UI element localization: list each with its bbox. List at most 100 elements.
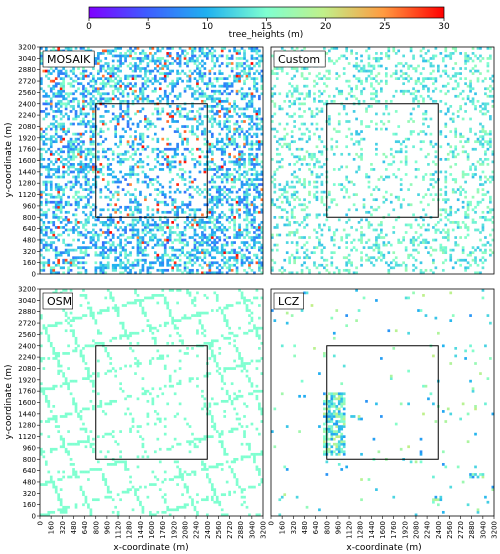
heatmap-cell <box>273 67 277 70</box>
heatmap-cell <box>84 221 88 224</box>
heatmap-cell <box>114 263 118 267</box>
heatmap-cell <box>225 110 229 113</box>
heatmap-cell <box>451 188 455 191</box>
heatmap-cell <box>389 147 393 151</box>
heatmap-cell <box>414 79 418 83</box>
heatmap-cell <box>121 271 125 275</box>
heatmap-cell <box>327 72 331 75</box>
heatmap-cell <box>345 49 349 53</box>
heatmap-cell <box>243 152 246 156</box>
heatmap-cell <box>67 155 70 159</box>
heatmap-cell <box>218 120 222 123</box>
heatmap-cell <box>404 263 408 267</box>
heatmap-cell <box>72 132 75 136</box>
heatmap-cell <box>332 238 336 242</box>
y-tick-label: 320 <box>23 248 36 256</box>
heatmap-cell <box>158 243 162 247</box>
heatmap-cell <box>350 89 353 93</box>
heatmap-cell <box>407 256 410 260</box>
heatmap-cell <box>419 130 423 133</box>
heatmap-cell <box>193 218 197 222</box>
heatmap-cell <box>206 47 209 50</box>
heatmap-cell <box>461 173 465 176</box>
heatmap-cell <box>454 261 458 265</box>
heatmap-cell <box>384 127 388 131</box>
heatmap-cell <box>394 64 398 68</box>
heatmap-cell <box>121 62 125 65</box>
heatmap-cell <box>54 271 58 275</box>
heatmap-cell <box>141 97 145 101</box>
heatmap-cell <box>57 147 61 151</box>
heatmap-cell <box>315 127 319 131</box>
heatmap-cell <box>149 72 152 75</box>
heatmap-cell <box>40 137 43 141</box>
heatmap-cell <box>82 122 85 126</box>
heatmap-cell <box>139 59 142 63</box>
heatmap-cell <box>111 157 115 161</box>
heatmap-cell <box>464 266 467 270</box>
heatmap-cell <box>109 147 113 151</box>
heatmap-cell <box>77 87 80 91</box>
heatmap-cell <box>89 210 93 214</box>
heatmap-cell <box>106 110 110 113</box>
heatmap-cell <box>253 47 256 50</box>
heatmap-cell <box>323 47 326 50</box>
heatmap-cell <box>362 246 366 249</box>
heatmap-cell <box>399 150 403 154</box>
heatmap-cell <box>288 271 292 275</box>
heatmap-cell <box>258 64 261 68</box>
heatmap-cell <box>198 69 202 73</box>
heatmap-cell <box>441 261 445 265</box>
heatmap-cell <box>235 208 239 212</box>
heatmap-cell <box>191 117 194 121</box>
heatmap-cell <box>409 64 413 68</box>
heatmap-cell <box>255 115 259 118</box>
heatmap-cell <box>210 67 214 70</box>
heatmap-cell <box>146 266 150 270</box>
heatmap-cell <box>69 157 73 161</box>
heatmap-cell <box>355 57 358 60</box>
heatmap-cell <box>248 72 251 75</box>
heatmap-cell <box>183 266 187 270</box>
heatmap-cell <box>342 72 346 75</box>
heatmap-cell <box>151 59 155 63</box>
heatmap-cell <box>54 120 58 123</box>
heatmap-cell <box>422 117 425 121</box>
heatmap-cell <box>233 185 236 189</box>
heatmap-cell <box>323 102 326 106</box>
heatmap-cell <box>79 251 83 255</box>
heatmap-cell <box>44 168 48 171</box>
heatmap-cell <box>342 228 346 232</box>
heatmap-cell <box>399 69 403 73</box>
heatmap-cell <box>156 79 160 83</box>
heatmap-cell <box>223 185 227 189</box>
heatmap-cell <box>258 127 261 131</box>
heatmap-cell <box>171 268 174 272</box>
heatmap-cell <box>230 256 234 260</box>
heatmap-cell <box>64 251 68 255</box>
heatmap-cell <box>156 238 160 242</box>
heatmap-cell <box>347 120 351 123</box>
heatmap-cell <box>181 238 184 242</box>
heatmap-cell <box>92 67 95 70</box>
heatmap-cell <box>67 152 70 156</box>
heatmap-cell <box>203 223 207 227</box>
heatmap-cell <box>315 195 319 199</box>
heatmap-cell <box>42 110 46 113</box>
heatmap-cell <box>109 99 113 103</box>
heatmap-cell <box>149 271 152 275</box>
heatmap-cell <box>355 84 358 88</box>
heatmap-cell <box>92 112 95 116</box>
heatmap-cell <box>178 163 182 166</box>
heatmap-cell <box>375 127 378 131</box>
heatmap-cell <box>74 155 78 159</box>
heatmap-cell <box>479 135 482 138</box>
heatmap-cell <box>303 180 306 184</box>
heatmap-cell <box>233 241 236 244</box>
heatmap-cell <box>203 99 207 103</box>
heatmap-cell <box>42 266 46 270</box>
heatmap-cell <box>220 77 224 80</box>
heatmap-cell <box>166 137 170 141</box>
heatmap-cell <box>191 105 194 108</box>
heatmap-cell <box>210 47 214 50</box>
